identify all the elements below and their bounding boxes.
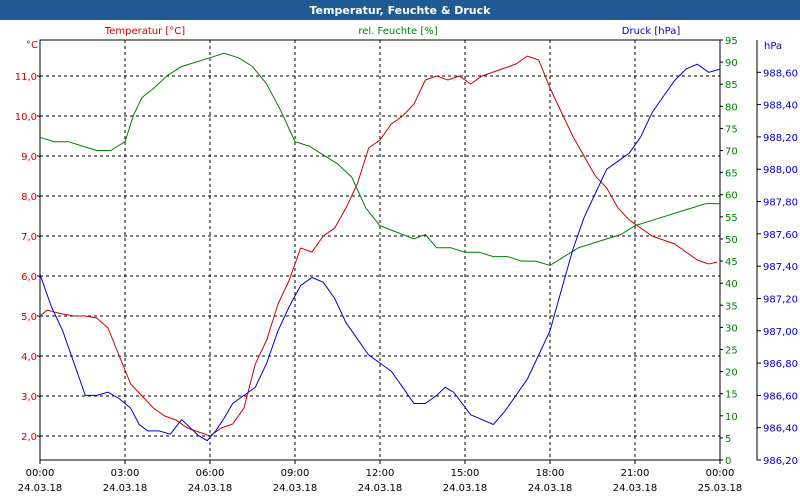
temperature-series-line <box>39 55 718 437</box>
time-tick-label: 15:00 <box>451 468 480 479</box>
temperature-series-label: Temperatur [°C] <box>104 26 185 37</box>
pressure-tick-label: 986,20 <box>763 456 798 467</box>
date-tick-label: 24.03.18 <box>18 483 63 494</box>
pressure-tick-label: 987,00 <box>763 327 798 338</box>
grid <box>40 40 720 460</box>
humidity-tick-label: 95 <box>725 36 738 47</box>
pressure-tick-label: 987,80 <box>763 198 798 209</box>
humidity-tick-label: 80 <box>725 102 738 113</box>
time-axis: 00:00 24.03.18 03:00 24.03.18 06:00 24.03.18 0… <box>18 460 743 494</box>
temperature-tick-label: 6,0 <box>21 272 37 283</box>
humidity-tick-label: 90 <box>725 58 738 69</box>
humidity-tick-label: 30 <box>725 323 738 334</box>
date-tick-label: 24.03.18 <box>273 483 318 494</box>
humidity-tick-label: 60 <box>725 191 738 202</box>
pressure-tick-label: 986,40 <box>763 424 798 435</box>
temperature-tick-label: 4,0 <box>21 352 37 363</box>
date-tick-label: 24.03.18 <box>443 483 488 494</box>
chart: °C Temperatur [°C] rel. Feuchte [%] Druc… <box>15 26 798 494</box>
pressure-tick-label: 988,00 <box>763 165 798 176</box>
pressure-tick-label: 988,20 <box>763 133 798 144</box>
time-tick-label: 12:00 <box>366 468 395 479</box>
time-tick-label: 03:00 <box>111 468 140 479</box>
date-tick-label: 24.03.18 <box>188 483 233 494</box>
temperature-axis: 2,0 3,0 4,0 5,0 6,0 7,0 8,0 9,0 10,0 11,0 <box>15 72 40 443</box>
time-tick-label: 21:00 <box>621 468 650 479</box>
humidity-tick-label: 0 <box>725 456 731 467</box>
pressure-series-line <box>39 63 721 442</box>
humidity-tick-label: 5 <box>725 434 731 445</box>
temperature-tick-label: 8,0 <box>21 192 37 203</box>
pressure-tick-label: 987,60 <box>763 230 798 241</box>
humidity-tick-label: 20 <box>725 368 738 379</box>
temperature-tick-label: 10,0 <box>15 112 37 123</box>
time-tick-label: 18:00 <box>536 468 565 479</box>
humidity-tick-label: 15 <box>725 390 738 401</box>
pressure-tick-label: 987,20 <box>763 294 798 305</box>
temperature-tick-label: 11,0 <box>15 72 37 83</box>
pressure-axis: 986,20 986,40 986,60 986,80 987,00 987,20 987,… <box>756 40 798 467</box>
temperature-tick-label: 5,0 <box>21 312 37 323</box>
date-tick-label: 24.03.18 <box>528 483 573 494</box>
humidity-tick-label: 50 <box>725 235 738 246</box>
temperature-tick-label: 3,0 <box>21 392 37 403</box>
pressure-tick-label: 988,40 <box>763 101 798 112</box>
temperature-tick-label: 7,0 <box>21 232 37 243</box>
humidity-tick-label: 75 <box>725 124 738 135</box>
time-tick-label: 00:00 <box>706 468 735 479</box>
humidity-tick-label: 85 <box>725 80 738 91</box>
date-tick-label: 24.03.18 <box>103 483 148 494</box>
humidity-tick-label: 35 <box>725 301 738 312</box>
humidity-series-label: rel. Feuchte [%] <box>358 26 437 37</box>
date-tick-label: 24.03.18 <box>358 483 403 494</box>
pressure-tick-label: 986,60 <box>763 391 798 402</box>
time-tick-label: 00:00 <box>26 468 55 479</box>
pressure-axis-unit: hPa <box>764 41 782 52</box>
humidity-tick-label: 40 <box>725 279 738 290</box>
temperature-tick-label: 2,0 <box>21 432 37 443</box>
humidity-tick-label: 70 <box>725 147 738 158</box>
humidity-series-line <box>39 52 720 267</box>
humidity-tick-label: 45 <box>725 257 738 268</box>
temperature-tick-label: 9,0 <box>21 152 37 163</box>
series-layer <box>39 52 721 442</box>
humidity-tick-label: 65 <box>725 169 738 180</box>
date-tick-label: 25.03.18 <box>698 483 743 494</box>
time-tick-label: 09:00 <box>281 468 310 479</box>
date-tick-label: 24.03.18 <box>613 483 658 494</box>
time-tick-label: 06:00 <box>196 468 225 479</box>
pressure-tick-label: 987,40 <box>763 262 798 273</box>
humidity-tick-label: 10 <box>725 412 738 423</box>
humidity-axis: 0 5 10 15 20 25 30 35 40 45 50 55 60 65 70 75 80 85 90 95 <box>720 36 738 467</box>
temperature-axis-unit: °C <box>26 40 38 51</box>
pressure-tick-label: 986,80 <box>763 359 798 370</box>
window-title: Temperatur, Feuchte & Druck <box>309 3 491 17</box>
humidity-tick-label: 55 <box>725 213 738 224</box>
pressure-series-label: Druck [hPa] <box>622 26 681 37</box>
pressure-tick-label: 988,60 <box>763 68 798 79</box>
humidity-tick-label: 25 <box>725 345 738 356</box>
title-bar: Temperatur, Feuchte & Druck <box>0 0 800 20</box>
